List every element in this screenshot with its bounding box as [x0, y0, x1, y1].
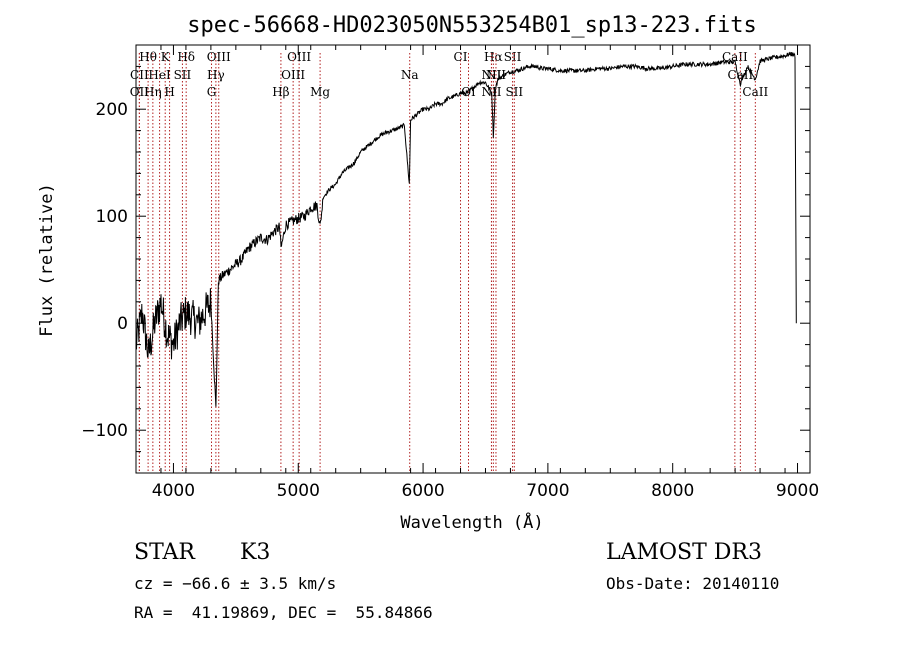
- spectral-line-label: SII: [174, 68, 192, 82]
- spectral-line-label: Hθ: [139, 50, 157, 64]
- spectral-line-label: Mg: [310, 85, 330, 99]
- x-axis-label: Wavelength (Å): [400, 511, 543, 533]
- y-tick-label: 200: [96, 100, 128, 120]
- spectral-line-label: Hγ: [207, 68, 225, 82]
- spectral-line-label: OII: [130, 85, 150, 99]
- spectral-line-label: G: [207, 85, 217, 99]
- observation-date: Obs-Date: 20140110: [606, 574, 780, 593]
- axis-ticks: 4000 5000 6000 7000 8000 9000 −100 0 100 200: [81, 44, 819, 501]
- spectral-line-label: SII: [504, 50, 522, 64]
- spectrum-series-line: [135, 51, 797, 407]
- spectral-line-label: K: [161, 50, 171, 64]
- spectral-line-label: OIII: [287, 50, 311, 64]
- redshift-velocity: cz = −66.6 ± 3.5 km/s: [134, 574, 337, 593]
- spectral-line-label: CI: [454, 50, 468, 64]
- spectral-line-label: Hα: [484, 50, 503, 64]
- y-tick-label: −100: [81, 421, 128, 441]
- x-tick-label: 9000: [776, 481, 819, 501]
- spectral-line-label: OIII: [281, 68, 305, 82]
- x-tick-label: 8000: [651, 481, 694, 501]
- chart-title: spec-56668-HD023050N553254B01_sp13-223.f…: [187, 13, 757, 38]
- x-tick-label: 5000: [277, 481, 320, 501]
- x-tick-label: 6000: [401, 481, 444, 501]
- survey-name: LAMOST DR3: [606, 540, 762, 565]
- spectral-line-label: CaII: [727, 68, 753, 82]
- object-class: STAR: [134, 540, 195, 565]
- y-tick-label: 100: [96, 207, 128, 227]
- spectral-line-label: Hβ: [272, 85, 289, 99]
- object-subclass: K3: [240, 540, 271, 565]
- spectral-line-label: SII: [505, 85, 523, 99]
- sky-coordinates: RA = 41.19869, DEC = 55.84866: [134, 603, 433, 622]
- spectral-line-label: HeI: [148, 68, 171, 82]
- spectral-line-label: Hδ: [177, 50, 195, 64]
- spectral-line-label: CaII: [742, 85, 768, 99]
- y-axis-label: Flux (relative): [37, 183, 57, 337]
- spectral-line-label: OIII: [207, 50, 231, 64]
- spectral-line-label: H: [164, 85, 174, 99]
- x-tick-label: 7000: [526, 481, 569, 501]
- x-tick-label: 4000: [152, 481, 195, 501]
- spectral-line-label: CaII: [722, 50, 748, 64]
- spectral-line-label: Hη: [144, 85, 162, 99]
- y-tick-label: 0: [117, 314, 128, 334]
- spectral-line-label: NII: [481, 85, 501, 99]
- spectral-line-label: Na: [401, 68, 419, 82]
